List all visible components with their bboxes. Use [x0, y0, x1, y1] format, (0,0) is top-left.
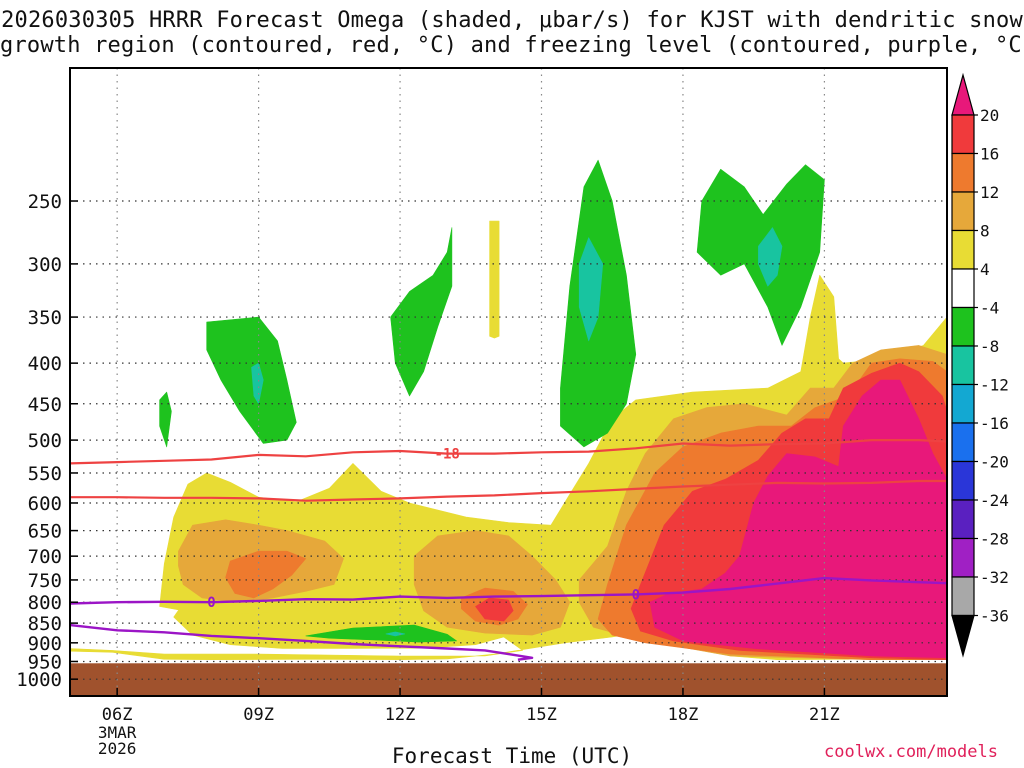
colorbar-segment-2 [951, 152, 975, 193]
omega-region-12-5 [225, 550, 307, 599]
colorbar-label--32: -32 [980, 568, 1009, 587]
temperature-contours [70, 439, 947, 661]
colorbar-segment-9 [951, 422, 975, 463]
omega-region--8-19 [758, 227, 783, 287]
y-tick-label-600: 600 [28, 493, 62, 515]
y-tick-label-300: 300 [28, 254, 62, 276]
x-tick-label-09Z: 09Z [243, 705, 274, 725]
colorbar-segment-12 [951, 537, 975, 578]
plot-frame [69, 67, 948, 697]
y-tick-label-500: 500 [28, 430, 62, 452]
colorbar-segment-8 [951, 383, 975, 424]
colorbar-label--28: -28 [980, 530, 1009, 549]
x-tick-label-06Z: 06Z [102, 705, 133, 725]
colorbar-segment-10 [951, 460, 975, 501]
freezing-level-contour-0 [70, 576, 947, 605]
y-tick-label-450: 450 [28, 394, 62, 416]
colorbar-label--16: -16 [980, 414, 1009, 433]
omega-region-8-3 [413, 530, 571, 636]
colorbar-segment-6 [951, 306, 975, 347]
colorbar-segment-13 [951, 576, 975, 617]
y-tick-label-650: 650 [28, 521, 62, 543]
x-tick-label-15Z: 15Z [526, 705, 557, 725]
contour-label-1: 0 [207, 595, 215, 611]
chart-title-line-1: 2026030305 HRRR Forecast Omega (shaded, … [1, 8, 1023, 33]
colorbar-segment-11 [951, 499, 975, 540]
contour-label-2: 0 [632, 587, 640, 603]
credit-text: coolwx.com/models [824, 742, 998, 762]
colorbar-label--12: -12 [980, 376, 1009, 395]
x-tick-label-12Z: 12Z [385, 705, 416, 725]
colorbar-label-20: 20 [980, 106, 999, 125]
colorbar-segment-5 [951, 268, 975, 309]
grid [70, 68, 947, 696]
dgz-contour-0 [70, 439, 947, 465]
colorbar-label--24: -24 [980, 491, 1009, 510]
colorbar-segment-0 [951, 72, 975, 116]
omega-region--4-16 [305, 624, 457, 643]
colorbar-label--8: -8 [980, 337, 999, 356]
colorbar-label-8: 8 [980, 222, 990, 241]
colorbar-label--36: -36 [980, 607, 1009, 626]
colorbar-segment-7 [951, 345, 975, 386]
y-tick-label-750: 750 [28, 570, 62, 592]
y-tick-label-550: 550 [28, 463, 62, 485]
omega-region--4-12 [206, 316, 297, 444]
y-tick-label-350: 350 [28, 307, 62, 329]
colorbar-label--20: -20 [980, 453, 1009, 472]
terrain-fill [70, 663, 947, 696]
omega-region--4-13 [390, 227, 453, 397]
y-tick-label-400: 400 [28, 353, 62, 375]
x-tick-label-18Z: 18Z [668, 705, 699, 725]
y-tick-label-700: 700 [28, 546, 62, 568]
colorbar: 20 16 12 8 4 -4 -8 -12 -16 -20 -24 -28 -32 -36 [951, 72, 1009, 658]
y-tick-label-850: 850 [28, 613, 62, 635]
colorbar-segment-4 [951, 229, 975, 270]
contour-label-0: -18 [435, 447, 460, 463]
contour-labels: -18 0 0 [207, 447, 640, 612]
colorbar-segment-14 [951, 614, 975, 658]
omega-shading [70, 159, 947, 661]
colorbar-segment-3 [951, 191, 975, 232]
y-tick-label-900: 900 [28, 633, 62, 655]
y-axis-ticks: 2503003504004505005506006507007508008509… [16, 191, 78, 691]
colorbar-label--4: -4 [980, 299, 999, 318]
colorbar-segment-1 [951, 114, 975, 155]
omega-region--8-20 [385, 631, 406, 637]
x-date-label-1: 2026 [98, 739, 137, 758]
freezing-level-contour-2 [70, 623, 534, 661]
chart-title-line-2: growth region (contoured, red, °C) and f… [0, 33, 1024, 58]
colorbar-label-12: 12 [980, 183, 999, 202]
x-axis-label: Forecast Time (UTC) [391, 744, 633, 768]
x-date-label-0: 3MAR [98, 723, 137, 742]
terrain-fill-rect [70, 663, 947, 696]
omega-region--8-17 [251, 362, 264, 405]
y-tick-label-950: 950 [28, 651, 62, 673]
dgz-contour-1 [70, 479, 947, 502]
colorbar-label-16: 16 [980, 145, 999, 164]
x-tick-label-21Z: 21Z [809, 705, 840, 725]
omega-region-4-1 [489, 220, 500, 339]
y-tick-label-800: 800 [28, 592, 62, 614]
y-tick-label-1000: 1000 [16, 669, 62, 691]
y-tick-label-250: 250 [28, 191, 62, 213]
colorbar-label-4: 4 [980, 260, 990, 279]
omega-region--4-11 [159, 391, 172, 448]
